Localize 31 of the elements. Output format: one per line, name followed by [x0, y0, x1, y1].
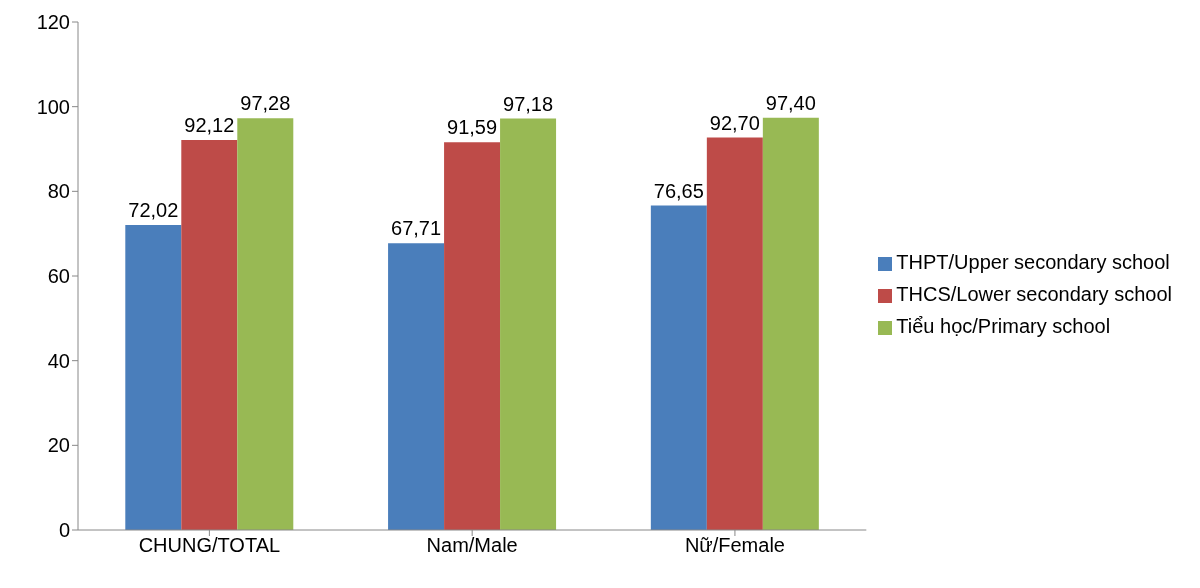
data-label: 97,28: [240, 92, 291, 115]
bar: [237, 118, 294, 530]
data-label: 97,40: [765, 91, 816, 114]
data-label: 92,12: [184, 114, 235, 137]
y-tick-label: 60: [47, 265, 70, 288]
bar: [125, 225, 182, 530]
bar: [706, 137, 763, 530]
legend-label: Tiểu học/Primary school: [896, 315, 1111, 337]
bar: [388, 243, 445, 530]
data-label: 72,02: [128, 199, 179, 222]
data-label: 91,59: [447, 116, 498, 139]
data-label: 92,70: [709, 111, 760, 134]
bar: [762, 117, 819, 530]
data-label: 97,18: [503, 92, 554, 115]
bar: [650, 205, 707, 530]
y-tick-label: 80: [47, 180, 70, 203]
y-tick-label: 100: [36, 95, 70, 118]
x-tick-label: Nữ/Female: [684, 534, 785, 557]
bar: [500, 118, 557, 530]
y-tick-label: 40: [47, 349, 70, 372]
y-tick-label: 120: [36, 11, 70, 34]
x-tick-label: Nam/Male: [426, 534, 518, 557]
x-tick-label: CHUNG/TOTAL: [138, 534, 281, 557]
bar: [444, 142, 501, 530]
data-label: 67,71: [391, 217, 442, 240]
legend-label: THPT/Upper secondary school: [896, 251, 1170, 273]
bar: [181, 140, 238, 530]
data-label: 76,65: [653, 179, 704, 202]
y-tick-label: 0: [58, 519, 70, 542]
legend-label: THCS/Lower secondary school: [896, 283, 1172, 305]
y-tick-label: 20: [47, 434, 70, 457]
